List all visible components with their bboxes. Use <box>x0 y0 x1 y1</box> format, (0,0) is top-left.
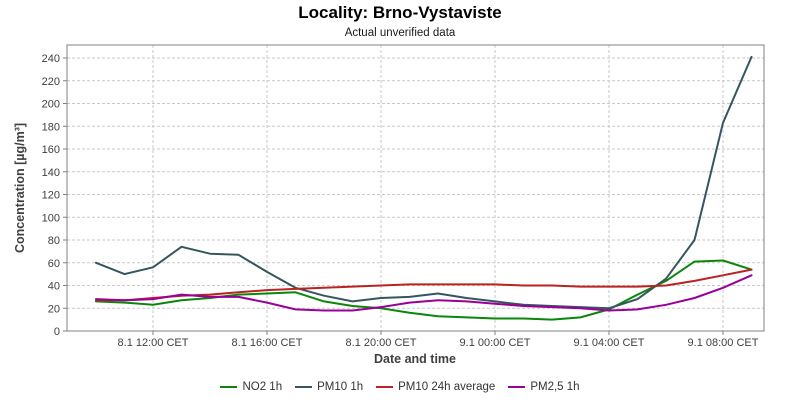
y-tick-label: 220 <box>42 76 60 88</box>
y-tick-label: 20 <box>48 303 60 315</box>
legend: NO2 1h PM10 1h PM10 24h average PM2,5 1h <box>0 378 800 396</box>
y-tick-label: 200 <box>42 99 60 111</box>
y-tick-label: 40 <box>48 281 60 293</box>
legend-swatch-pm2-5-1h <box>508 386 526 388</box>
y-tick-label: 80 <box>48 235 60 247</box>
legend-label: PM2,5 1h <box>530 381 580 393</box>
series-line-no2-1h <box>95 259 753 321</box>
y-tick-label: 180 <box>42 121 60 133</box>
y-tick-label: 60 <box>48 258 60 270</box>
y-tick-label: 0 <box>54 326 60 338</box>
series-line-pm10-1h <box>95 55 753 310</box>
legend-item-pm2-5-1h: PM2,5 1h <box>508 381 580 393</box>
y-tick-label: 160 <box>42 144 60 156</box>
chart-subtitle: Actual unverified data <box>344 27 456 39</box>
x-tick-label: 8.1 16:00 CET <box>232 337 303 349</box>
y-tick-label: 100 <box>42 212 60 224</box>
legend-item-no2-1h: NO2 1h <box>220 381 282 393</box>
y-tick-label: 140 <box>42 167 60 179</box>
plot-area: 0 20 40 60 80 100 120 140 160 180 200 220 240 8.1 12:… <box>42 44 765 349</box>
x-tick-label: 9.1 08:00 CET <box>688 337 759 349</box>
chart-title: Locality: Brno-Vystaviste <box>298 3 502 22</box>
legend-swatch-no2-1h <box>220 386 238 388</box>
legend-label: PM10 1h <box>317 381 364 393</box>
series-line-pm2-5-1h <box>95 274 753 312</box>
y-tick-label: 240 <box>42 53 60 65</box>
legend-label: NO2 1h <box>242 381 283 393</box>
legend-label: PM10 24h average <box>398 381 496 393</box>
y-tick-label: 120 <box>42 190 60 202</box>
legend-item-pm10-24h-average: PM10 24h average <box>376 381 495 393</box>
legend-swatch-pm10-1h <box>295 386 313 388</box>
legend-swatch-pm10-24h-average <box>376 386 394 388</box>
x-tick-label: 9.1 00:00 CET <box>460 337 531 349</box>
plot-frame <box>66 44 765 332</box>
x-tick-label: 8.1 12:00 CET <box>118 337 189 349</box>
x-tick-label: 9.1 04:00 CET <box>574 337 645 349</box>
series-line-pm10-24h-average <box>95 268 753 302</box>
x-tick-label: 8.1 20:00 CET <box>346 337 417 349</box>
y-axis-title: Concentration [µg/m³] <box>13 122 27 254</box>
x-axis-title: Date and time <box>374 352 456 366</box>
legend-item-pm10-1h: PM10 1h <box>295 381 363 393</box>
